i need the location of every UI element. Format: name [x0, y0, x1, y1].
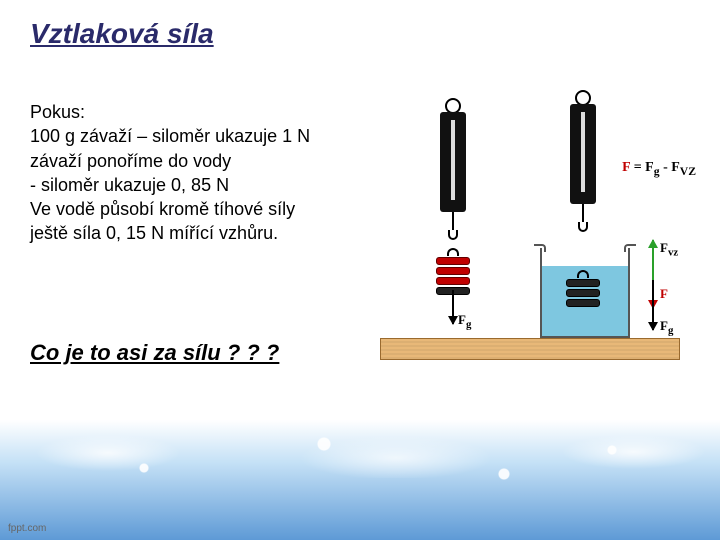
weight-disc: [436, 257, 470, 265]
body-line: závaží ponoříme do vody: [30, 149, 390, 173]
experiment-diagram: F = Fg - FVZ Fg Fvz F Fg: [380, 90, 700, 370]
weight-disc: [566, 289, 600, 297]
body-line: 100 g závaží – siloměr ukazuje 1 N: [30, 124, 390, 148]
fg-arrow-left: [452, 290, 454, 324]
body-line: Pokus:: [30, 100, 390, 124]
weight-disc: [566, 299, 600, 307]
fg-arrow-right: [652, 280, 654, 330]
scale-hook-icon: [448, 230, 458, 240]
question-heading: Co je to asi za sílu ? ? ?: [30, 340, 279, 366]
fvz-label: Fvz: [660, 240, 678, 259]
spring-scale-water: [570, 90, 596, 232]
fg-label-left: Fg: [458, 312, 471, 331]
spring-scale-air: [440, 98, 466, 240]
formula-Fvz: F: [671, 160, 680, 175]
fvz-arrow: [652, 240, 654, 280]
scale-rod: [452, 212, 454, 230]
weight-water: [566, 270, 600, 309]
scale-body: [440, 112, 466, 212]
scale-body: [570, 104, 596, 204]
formula-F: F: [622, 160, 630, 175]
formula-eq: =: [630, 160, 645, 175]
f-label: F: [660, 286, 668, 302]
body-text: Pokus: 100 g závaží – siloměr ukazuje 1 …: [30, 100, 390, 246]
page-title: Vztlaková síla: [30, 18, 214, 50]
fg-label-right: Fg: [660, 318, 673, 337]
body-line: Ve vodě působí kromě tíhové síly: [30, 197, 390, 221]
weight-disc: [436, 277, 470, 285]
water-splash-decoration: [0, 420, 720, 540]
formula-Fg: F: [645, 160, 654, 175]
weight-disc: [436, 267, 470, 275]
formula-minus: -: [660, 160, 672, 175]
bench-surface: [380, 338, 680, 360]
scale-rod: [582, 204, 584, 222]
weight-disc: [566, 279, 600, 287]
credit-text: fppt.com: [8, 523, 46, 534]
body-line: - siloměr ukazuje 0, 85 N: [30, 173, 390, 197]
weight-handle-icon: [577, 270, 589, 278]
weight-handle-icon: [447, 248, 459, 256]
scale-hook-icon: [578, 222, 588, 232]
buoyancy-formula: F = Fg - FVZ: [622, 160, 696, 178]
body-line: ještě síla 0, 15 N mířící vzhůru.: [30, 221, 390, 245]
formula-vz-sub: VZ: [680, 165, 696, 178]
